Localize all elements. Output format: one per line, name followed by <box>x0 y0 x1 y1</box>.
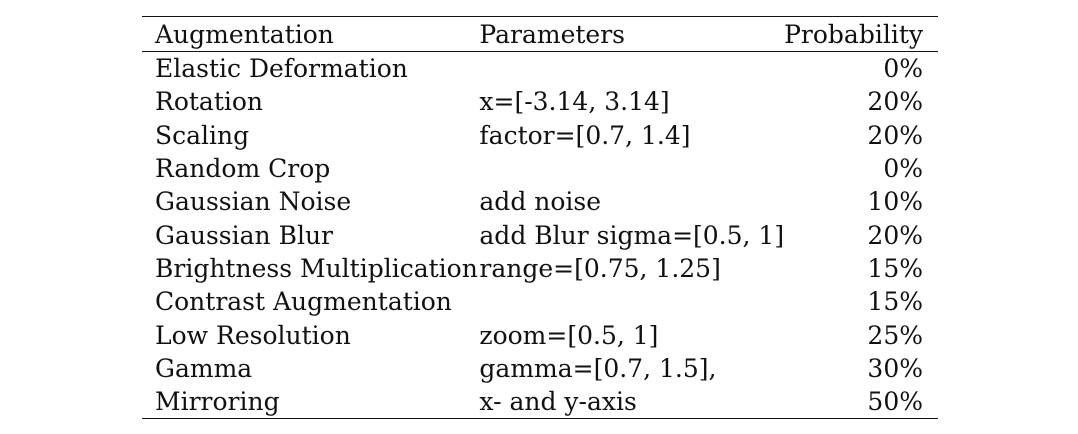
probability-cell: 15% <box>867 253 923 283</box>
parameters-cell: zoom=[0.5, 1] <box>479 320 659 350</box>
table-row: Elastic Deformation 0% <box>142 52 938 86</box>
augmentation-cell: Gamma <box>155 353 253 383</box>
table-row: Mirroring x- and y-axis 50% <box>142 385 938 419</box>
table-row: Contrast Augmentation 15% <box>142 285 938 318</box>
header-parameters: Parameters <box>479 20 625 49</box>
table-body: Elastic Deformation 0% Rotation x=[-3.14… <box>142 52 938 419</box>
parameters-cell: range=[0.75, 1.25] <box>479 253 721 283</box>
augmentation-cell: Rotation <box>155 87 264 117</box>
header-probability: Probability <box>784 20 923 49</box>
parameters-cell <box>479 152 784 185</box>
probability-cell: 20% <box>867 120 923 150</box>
parameters-cell <box>479 52 784 86</box>
probability-cell: 50% <box>867 387 923 417</box>
table-header: Augmentation Parameters Probability <box>142 16 938 52</box>
parameters-cell: add Blur sigma=[0.5, 1] <box>479 220 785 250</box>
probability-cell: 0% <box>883 54 923 84</box>
probability-cell: 10% <box>867 187 923 217</box>
table-row: Brightness Multiplication range=[0.75, 1… <box>142 252 938 285</box>
augmentation-cell: Low Resolution <box>155 320 351 350</box>
probability-cell: 25% <box>867 320 923 350</box>
augmentation-table-container: Augmentation Parameters Probability Elas… <box>142 16 938 419</box>
augmentation-cell: Elastic Deformation <box>155 54 408 84</box>
header-augmentation: Augmentation <box>155 20 334 49</box>
probability-cell: 15% <box>867 287 923 317</box>
probability-cell: 0% <box>883 154 923 184</box>
parameters-cell: add noise <box>479 187 602 217</box>
parameters-cell <box>479 285 784 318</box>
table-row: Gaussian Noise add noise 10% <box>142 185 938 218</box>
augmentation-cell: Mirroring <box>155 387 280 417</box>
parameters-cell: x- and y-axis <box>479 387 637 417</box>
parameters-cell: x=[-3.14, 3.14] <box>479 87 670 117</box>
augmentation-cell: Scaling <box>155 120 250 150</box>
probability-cell: 20% <box>867 220 923 250</box>
augmentation-cell: Random Crop <box>155 154 331 184</box>
header-row: Augmentation Parameters Probability <box>142 16 938 52</box>
table-row: Low Resolution zoom=[0.5, 1] 25% <box>142 318 938 351</box>
table-row: Rotation x=[-3.14, 3.14] 20% <box>142 85 938 118</box>
parameters-cell: gamma=[0.7, 1.5], <box>479 353 717 383</box>
parameters-cell: factor=[0.7, 1.4] <box>479 120 691 150</box>
table-row: Random Crop 0% <box>142 152 938 185</box>
augmentation-table: Augmentation Parameters Probability Elas… <box>142 16 938 419</box>
augmentation-cell: Contrast Augmentation <box>155 287 452 317</box>
table-row: Gaussian Blur add Blur sigma=[0.5, 1] 20… <box>142 218 938 251</box>
table-row: Gamma gamma=[0.7, 1.5], 30% <box>142 352 938 385</box>
probability-cell: 30% <box>867 353 923 383</box>
table-row: Scaling factor=[0.7, 1.4] 20% <box>142 119 938 152</box>
augmentation-cell: Gaussian Blur <box>155 220 334 250</box>
probability-cell: 20% <box>867 87 923 117</box>
augmentation-cell: Gaussian Noise <box>155 187 352 217</box>
augmentation-cell: Brightness Multiplication <box>155 253 478 283</box>
